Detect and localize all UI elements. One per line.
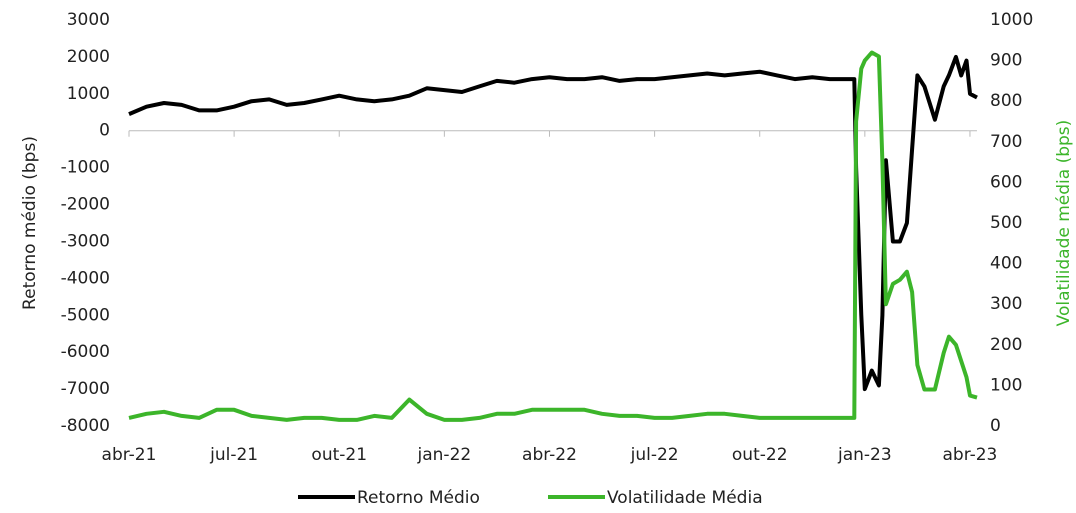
series-line [128,54,978,392]
y2-tick-label: 400 [990,254,1022,274]
y2-tick-label: 500 [990,213,1022,233]
y2-tick-label: 600 [990,172,1022,192]
y2-tick-label: 900 [990,51,1022,71]
y-tick-label: -5000 [61,305,110,325]
y-tick-label: -1000 [61,158,110,178]
y-tick-label: -8000 [61,416,110,436]
y2-tick-label: 300 [990,294,1022,314]
y2-tick-label: 0 [990,416,1001,436]
y-tick-label: -7000 [61,379,110,399]
y-tick-label: 1000 [67,84,110,104]
x-tick-label: abr-22 [522,445,577,465]
x-tick-label: jul-22 [630,445,679,465]
y2-tick-label: 100 [990,375,1022,395]
x-tick-label: jan-22 [417,445,472,465]
y2-tick-label: 1000 [990,10,1033,30]
series-line [128,50,978,422]
x-tick-label: abr-21 [102,445,157,465]
y-tick-label: 2000 [67,47,110,67]
y2-axis-label: Volatilidade média (bps) [1054,120,1074,327]
legend-label: Volatilidade Média [607,488,763,508]
y-tick-label: -6000 [61,342,110,362]
x-tick-label: jul-21 [209,445,258,465]
x-tick-label: out-21 [311,445,367,465]
x-tick-label: jan-23 [837,445,892,465]
y-axis-label: Retorno médio (bps) [20,136,40,310]
x-tick-label: abr-23 [943,445,998,465]
y-tick-label: -3000 [61,231,110,251]
y-tick-label: 3000 [67,10,110,30]
legend-label: Retorno Médio [357,488,480,508]
y2-tick-label: 700 [990,132,1022,152]
y2-tick-label: 800 [990,91,1022,111]
y-tick-label: -4000 [61,268,110,288]
y-tick-label: 0 [99,121,110,141]
x-tick-label: out-22 [732,445,788,465]
y-tick-label: -2000 [61,195,110,215]
y2-tick-label: 200 [990,335,1022,355]
